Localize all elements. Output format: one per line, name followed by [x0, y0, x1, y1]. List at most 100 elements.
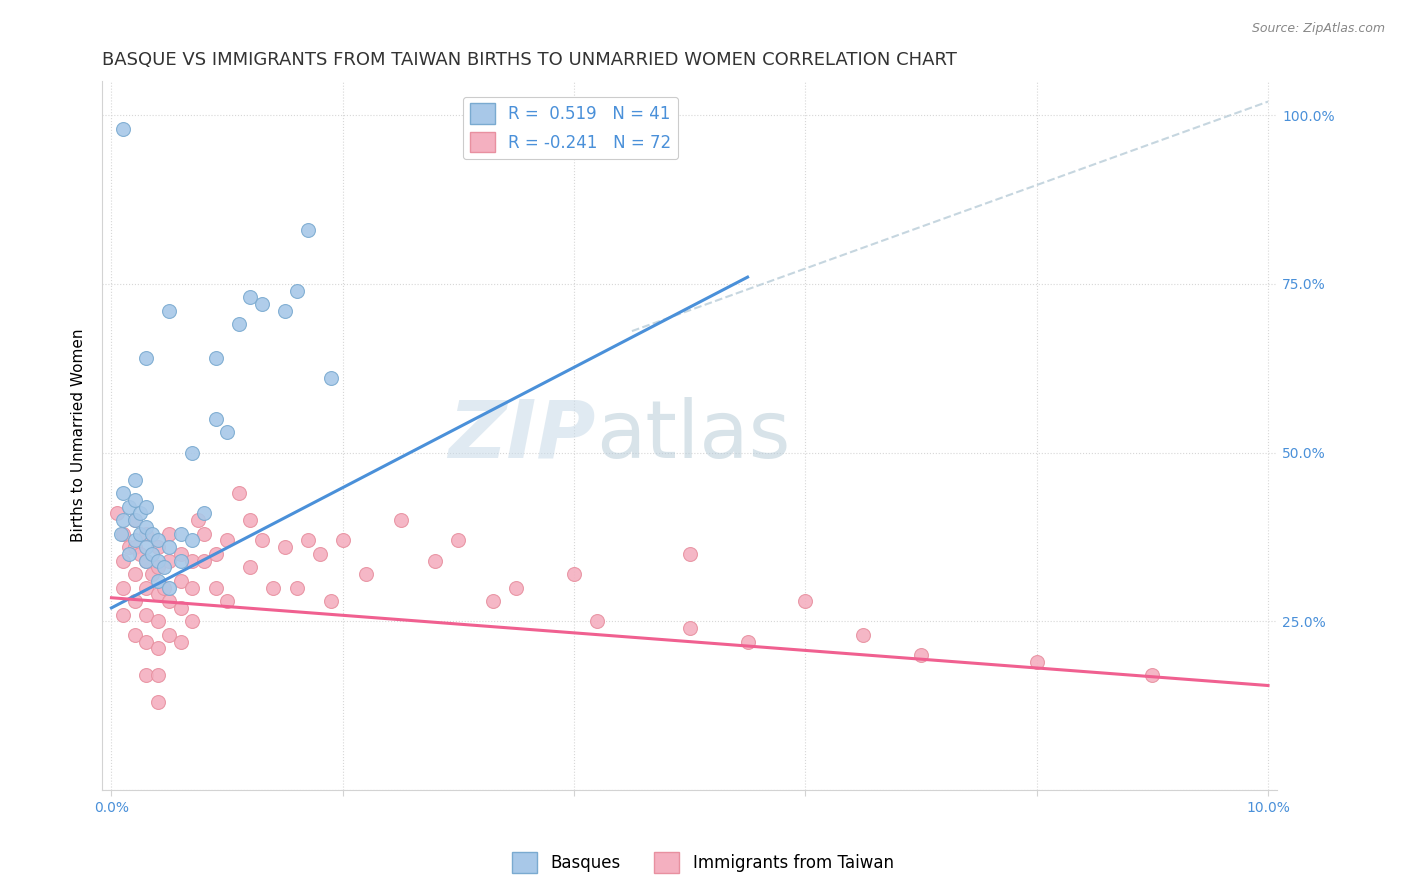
- Point: [321, 371, 343, 385]
- Point: [129, 526, 152, 541]
- Point: [141, 547, 163, 561]
- Point: [193, 554, 215, 568]
- Point: [157, 554, 180, 568]
- Point: [118, 540, 141, 554]
- Point: [152, 560, 174, 574]
- Point: [124, 540, 146, 554]
- Point: [141, 526, 163, 541]
- Point: [124, 473, 146, 487]
- Point: [146, 587, 169, 601]
- Point: [135, 581, 157, 595]
- Point: [135, 526, 157, 541]
- Point: [135, 634, 157, 648]
- Point: [389, 513, 412, 527]
- Point: [157, 526, 180, 541]
- Point: [124, 567, 146, 582]
- Point: [910, 648, 932, 662]
- Point: [112, 581, 135, 595]
- Point: [135, 554, 157, 568]
- Point: [170, 634, 193, 648]
- Point: [297, 223, 319, 237]
- Point: [112, 513, 135, 527]
- Point: [124, 513, 146, 527]
- Point: [129, 547, 152, 561]
- Point: [679, 547, 702, 561]
- Point: [354, 567, 377, 582]
- Point: [737, 634, 759, 648]
- Point: [135, 554, 157, 568]
- Point: [285, 284, 308, 298]
- Point: [1142, 668, 1164, 682]
- Point: [157, 540, 180, 554]
- Point: [308, 547, 330, 561]
- Point: [129, 507, 152, 521]
- Point: [794, 594, 817, 608]
- Point: [217, 594, 239, 608]
- Point: [135, 500, 157, 514]
- Point: [146, 540, 169, 554]
- Point: [170, 526, 193, 541]
- Point: [181, 554, 204, 568]
- Point: [204, 581, 226, 595]
- Point: [228, 318, 250, 332]
- Point: [285, 581, 308, 595]
- Point: [181, 445, 204, 459]
- Point: [239, 290, 262, 304]
- Point: [146, 533, 169, 548]
- Point: [112, 607, 135, 622]
- Point: [141, 567, 163, 582]
- Point: [274, 303, 297, 318]
- Point: [204, 351, 226, 365]
- Point: [157, 581, 180, 595]
- Point: [170, 554, 193, 568]
- Point: [297, 533, 319, 548]
- Point: [170, 574, 193, 588]
- Point: [181, 615, 204, 629]
- Point: [239, 513, 262, 527]
- Text: BASQUE VS IMMIGRANTS FROM TAIWAN BIRTHS TO UNMARRIED WOMEN CORRELATION CHART: BASQUE VS IMMIGRANTS FROM TAIWAN BIRTHS …: [103, 51, 957, 69]
- Point: [124, 533, 146, 548]
- Text: atlas: atlas: [596, 397, 790, 475]
- Point: [239, 560, 262, 574]
- Point: [146, 695, 169, 709]
- Point: [425, 554, 447, 568]
- Point: [1025, 655, 1047, 669]
- Text: Source: ZipAtlas.com: Source: ZipAtlas.com: [1251, 22, 1385, 36]
- Legend: Basques, Immigrants from Taiwan: Basques, Immigrants from Taiwan: [506, 846, 900, 880]
- Point: [112, 121, 135, 136]
- Point: [181, 581, 204, 595]
- Point: [482, 594, 505, 608]
- Point: [135, 607, 157, 622]
- Point: [112, 554, 135, 568]
- Legend: R =  0.519   N = 41, R = -0.241   N = 72: R = 0.519 N = 41, R = -0.241 N = 72: [463, 96, 678, 159]
- Point: [321, 594, 343, 608]
- Point: [135, 540, 157, 554]
- Point: [274, 540, 297, 554]
- Point: [181, 533, 204, 548]
- Point: [135, 520, 157, 534]
- Text: ZIP: ZIP: [449, 397, 596, 475]
- Point: [124, 492, 146, 507]
- Point: [112, 526, 135, 541]
- Point: [105, 507, 128, 521]
- Point: [135, 668, 157, 682]
- Point: [135, 351, 157, 365]
- Point: [193, 507, 215, 521]
- Point: [146, 574, 169, 588]
- Point: [157, 594, 180, 608]
- Point: [250, 297, 273, 311]
- Point: [505, 581, 527, 595]
- Point: [146, 615, 169, 629]
- Point: [217, 425, 239, 440]
- Point: [679, 621, 702, 635]
- Point: [332, 533, 354, 548]
- Point: [124, 513, 146, 527]
- Point: [157, 628, 180, 642]
- Y-axis label: Births to Unmarried Women: Births to Unmarried Women: [72, 329, 86, 542]
- Point: [193, 526, 215, 541]
- Point: [118, 547, 141, 561]
- Point: [204, 547, 226, 561]
- Point: [146, 554, 169, 568]
- Point: [146, 641, 169, 656]
- Point: [170, 547, 193, 561]
